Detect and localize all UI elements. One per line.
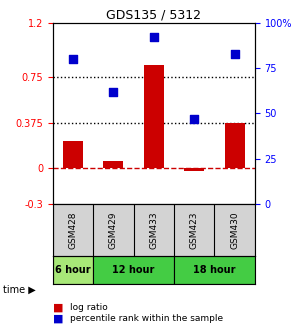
Text: 18 hour: 18 hour [193, 265, 236, 275]
Bar [224, 123, 245, 168]
Point [111, 89, 116, 94]
Text: ■: ■ [53, 314, 63, 324]
Title: GDS135 / 5312: GDS135 / 5312 [106, 9, 201, 22]
Text: GSM433: GSM433 [149, 211, 158, 249]
Bar [103, 161, 124, 168]
FancyBboxPatch shape [93, 256, 174, 284]
Text: GSM423: GSM423 [190, 211, 199, 249]
Text: GSM429: GSM429 [109, 211, 118, 249]
Text: log ratio: log ratio [70, 303, 108, 312]
Point [71, 57, 75, 62]
Text: GSM430: GSM430 [230, 211, 239, 249]
Bar [184, 168, 205, 171]
Text: percentile rank within the sample: percentile rank within the sample [70, 314, 224, 323]
Point [151, 35, 156, 40]
Text: 12 hour: 12 hour [113, 265, 155, 275]
Text: GSM428: GSM428 [69, 211, 77, 249]
Text: time ▶: time ▶ [3, 284, 36, 294]
Bar [144, 64, 164, 168]
Text: ■: ■ [53, 302, 63, 312]
Text: 6 hour: 6 hour [55, 265, 91, 275]
Bar [63, 141, 83, 168]
Point [232, 51, 237, 56]
FancyBboxPatch shape [174, 256, 255, 284]
FancyBboxPatch shape [53, 256, 93, 284]
Point [192, 116, 197, 122]
